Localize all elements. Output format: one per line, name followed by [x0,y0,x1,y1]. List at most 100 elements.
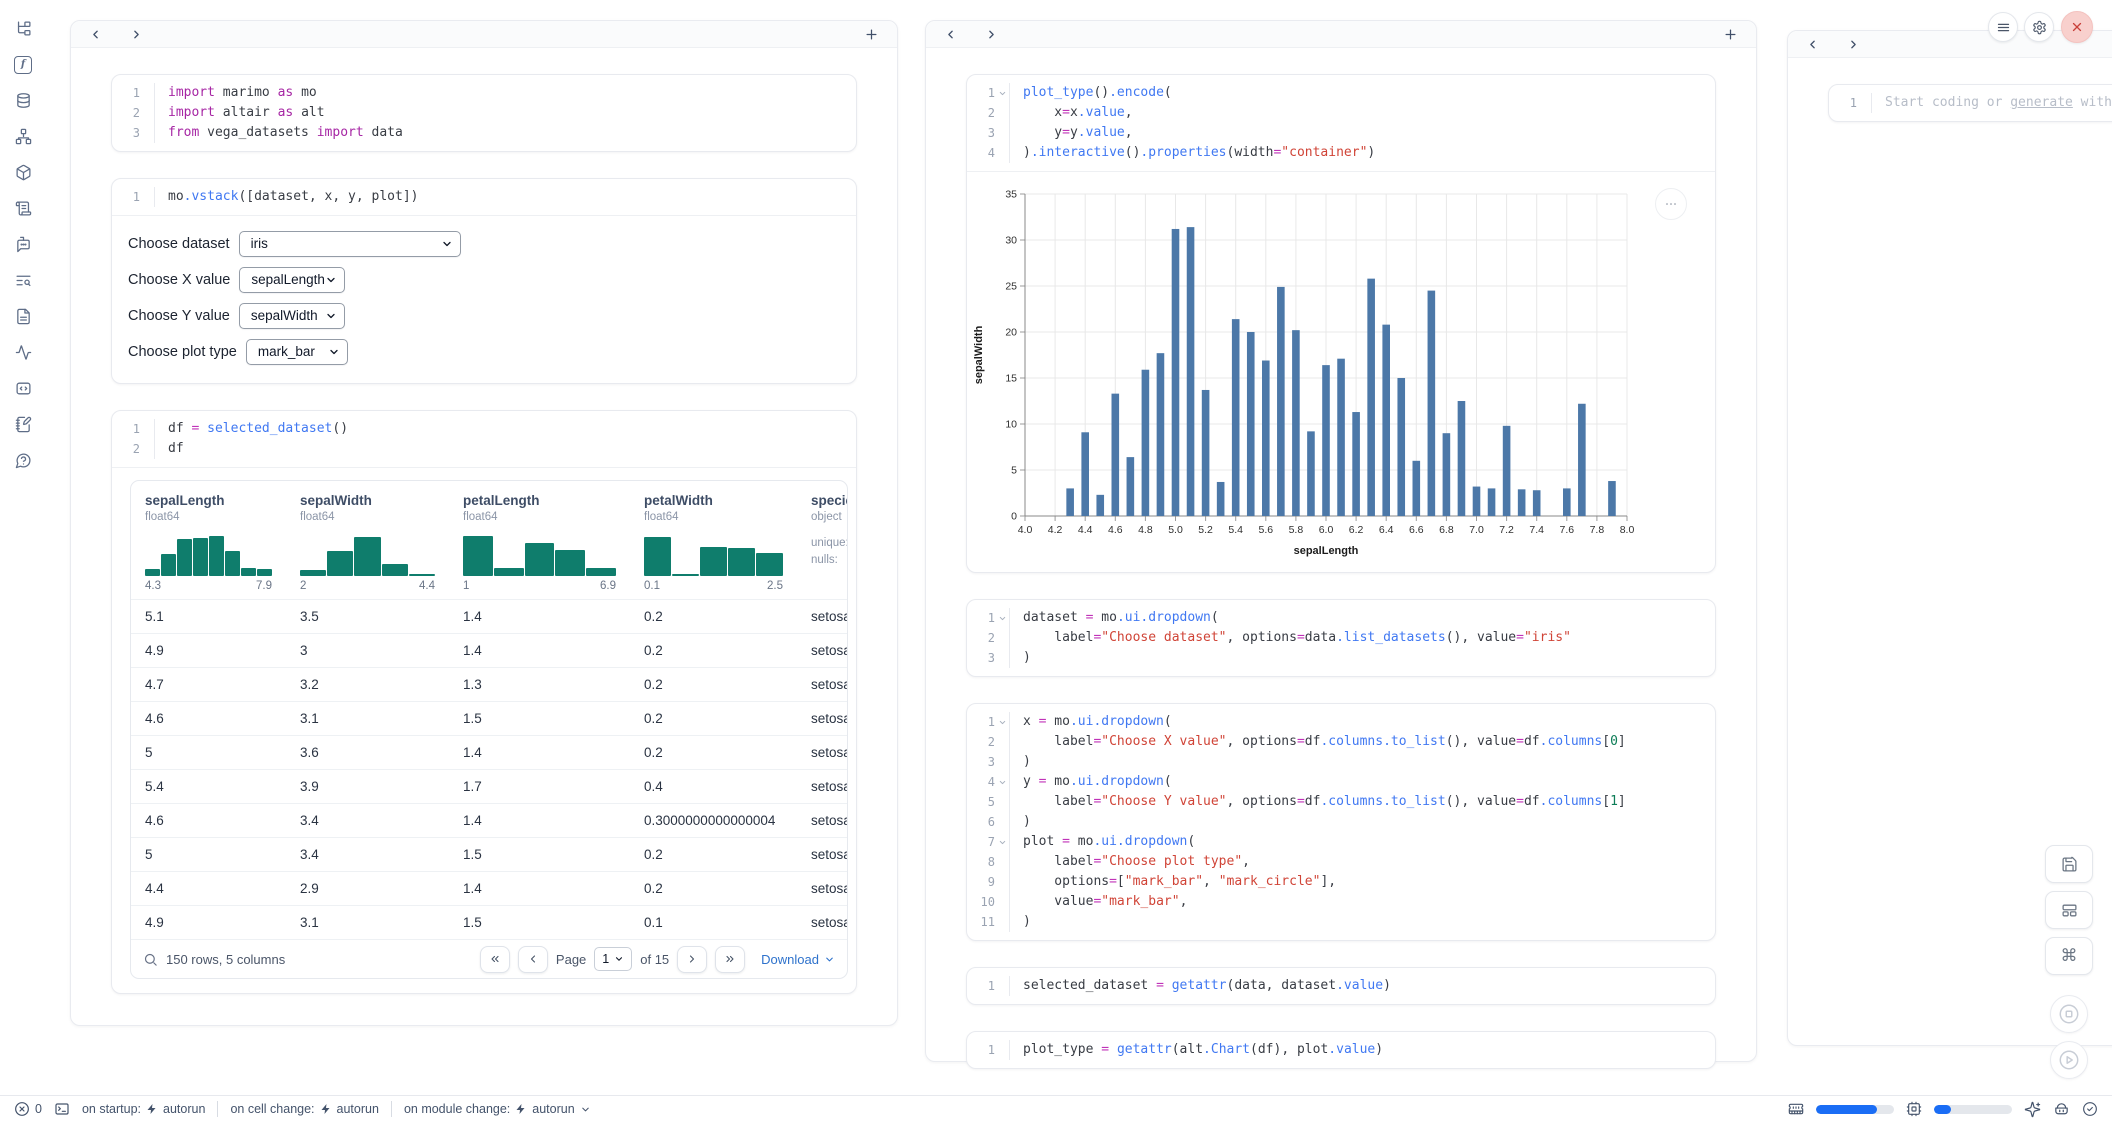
memory-usage-bar[interactable] [1816,1105,1894,1114]
dependency-graph-icon[interactable] [11,128,35,145]
last-page-button[interactable] [715,946,745,973]
runtime-config-item[interactable]: on module change:autorun [404,1102,591,1116]
cpu-usage-bar[interactable] [1934,1105,2012,1114]
search-icon[interactable] [143,952,158,967]
notebook-cell[interactable]: 123import marimo as moimport altair as a… [111,74,857,152]
keyboard-shortcuts-button[interactable]: ⌘ [2045,937,2093,975]
code-editor[interactable]: 12df = selected_dataset()df [112,411,856,468]
scratch-cell[interactable]: 1 Start coding or generate with [1828,84,2112,122]
chat-bot-icon[interactable] [11,236,35,253]
file-tree-icon[interactable] [11,20,35,37]
settings-button[interactable] [2024,12,2054,42]
copilot-icon[interactable] [2053,1101,2070,1118]
code-line: label="Choose plot type", [1023,852,1715,872]
error-count[interactable]: 0 [14,1101,42,1117]
table-column-header[interactable]: sepalLengthfloat644.37.9 [131,493,286,599]
code-editor[interactable]: 1plot_type = getattr(alt.Chart(df), plot… [967,1032,1715,1068]
table-column-header[interactable]: sepalWidthfloat6424.4 [286,493,449,599]
notebook-cell[interactable]: 1plot_type = getattr(alt.Chart(df), plot… [966,1031,1716,1069]
statusbar-runtime: on startup:autorun on cell change:autorun… [82,1101,591,1117]
run-button[interactable] [2050,1041,2088,1079]
snippets-icon[interactable] [11,380,35,397]
table-row[interactable]: 4.93.11.50.1setosa [131,905,847,939]
layout-button[interactable] [2045,891,2093,929]
tracing-icon[interactable] [11,344,35,361]
table-column-header[interactable]: speciesobjectunique:nulls: [797,493,847,599]
next-cell-button[interactable] [985,28,998,41]
help-icon[interactable] [11,452,35,469]
script-icon[interactable] [11,200,35,217]
add-cell-button[interactable] [864,27,879,42]
dropdown-select[interactable]: sepalLength [239,267,345,293]
table-row[interactable]: 4.931.40.2setosa [131,633,847,667]
table-row[interactable]: 4.73.21.30.2setosa [131,667,847,701]
next-cell-button[interactable] [130,28,143,41]
line-gutter: 12 [112,419,155,459]
dropdown-label: Choose plot type [128,344,237,360]
line-number: 3 [975,123,995,143]
notebook-cell[interactable]: 1234plot_type().encode( x=x.value, y=y.v… [966,74,1716,573]
next-cell-button[interactable] [1847,38,1860,51]
document-icon[interactable] [11,308,35,325]
function-icon[interactable]: f [11,56,35,73]
ai-sparkles-icon[interactable] [2024,1101,2041,1118]
fold-chevron-icon[interactable] [995,838,1009,847]
dropdown-select[interactable]: sepalWidth [239,303,345,329]
page-select[interactable]: 1 [594,947,632,971]
chart-output[interactable]: 4.04.24.44.64.85.05.25.45.65.86.06.26.46… [967,172,1715,572]
line-number: 6 [975,812,995,832]
table-column-header[interactable]: petalWidthfloat640.12.5 [630,493,797,599]
table-row[interactable]: 5.13.51.40.2setosa [131,599,847,633]
dropdown-select[interactable]: iris [239,231,461,257]
terminal-icon [54,1101,70,1117]
notebook-cell[interactable]: 12df = selected_dataset()df sepalLengthfl… [111,410,857,994]
notebook-cell[interactable]: 1selected_dataset = getattr(data, datase… [966,967,1716,1005]
notebook-cell[interactable]: 1mo.vstack([dataset, x, y, plot]) Choose … [111,178,857,384]
connection-status-icon[interactable] [2082,1101,2098,1117]
table-row[interactable]: 53.41.50.2setosa [131,837,847,871]
close-button[interactable] [2061,11,2093,43]
first-page-button[interactable] [480,946,510,973]
code-editor[interactable]: 123import marimo as moimport altair as a… [112,75,856,151]
generate-link[interactable]: generate [2010,95,2073,110]
notebook-cell[interactable]: 123dataset = mo.ui.dropdown( label="Choo… [966,599,1716,677]
svg-text:20: 20 [1005,327,1017,339]
fold-chevron-icon[interactable] [995,89,1009,98]
line-number: 2 [975,732,995,752]
chart-actions-button[interactable] [1655,188,1687,220]
table-row[interactable]: 53.61.40.2setosa [131,735,847,769]
package-icon[interactable] [11,164,35,181]
table-row[interactable]: 5.43.91.70.4setosa [131,769,847,803]
table-column-header[interactable]: petalLengthfloat6416.9 [449,493,630,599]
code-editor[interactable]: 1mo.vstack([dataset, x, y, plot]) [112,179,856,216]
terminal-button[interactable] [54,1101,70,1117]
stop-button[interactable] [2050,995,2088,1033]
prev-cell-button[interactable] [944,28,957,41]
code-editor[interactable]: 1234plot_type().encode( x=x.value, y=y.v… [967,75,1715,172]
next-page-button[interactable] [677,946,707,973]
dropdown-select[interactable]: mark_bar [246,339,348,365]
notebook-cell[interactable]: 1234567891011x = mo.ui.dropdown( label="… [966,703,1716,941]
runtime-config-item[interactable]: on cell change:autorun [230,1102,379,1116]
database-icon[interactable] [11,92,35,109]
scratchpad-icon[interactable] [11,416,35,433]
runtime-config-item[interactable]: on startup:autorun [82,1102,205,1116]
code-editor[interactable]: 123dataset = mo.ui.dropdown( label="Choo… [967,600,1715,676]
prev-page-button[interactable] [518,946,548,973]
line-gutter: 123 [112,83,155,143]
table-row[interactable]: 4.42.91.40.2setosa [131,871,847,905]
save-button[interactable] [2045,845,2093,883]
download-button[interactable]: Download [761,952,835,967]
logs-icon[interactable] [11,272,35,289]
fold-chevron-icon[interactable] [995,718,1009,727]
table-row[interactable]: 4.63.41.40.3000000000000004setosa [131,803,847,837]
fold-chevron-icon[interactable] [995,614,1009,623]
menu-button[interactable] [1988,12,2018,42]
prev-cell-button[interactable] [89,28,102,41]
table-row[interactable]: 4.63.11.50.2setosa [131,701,847,735]
code-editor[interactable]: 1234567891011x = mo.ui.dropdown( label="… [967,704,1715,940]
fold-chevron-icon[interactable] [995,778,1009,787]
code-editor[interactable]: 1selected_dataset = getattr(data, datase… [967,968,1715,1004]
add-cell-button[interactable] [1723,27,1738,42]
prev-cell-button[interactable] [1806,38,1819,51]
